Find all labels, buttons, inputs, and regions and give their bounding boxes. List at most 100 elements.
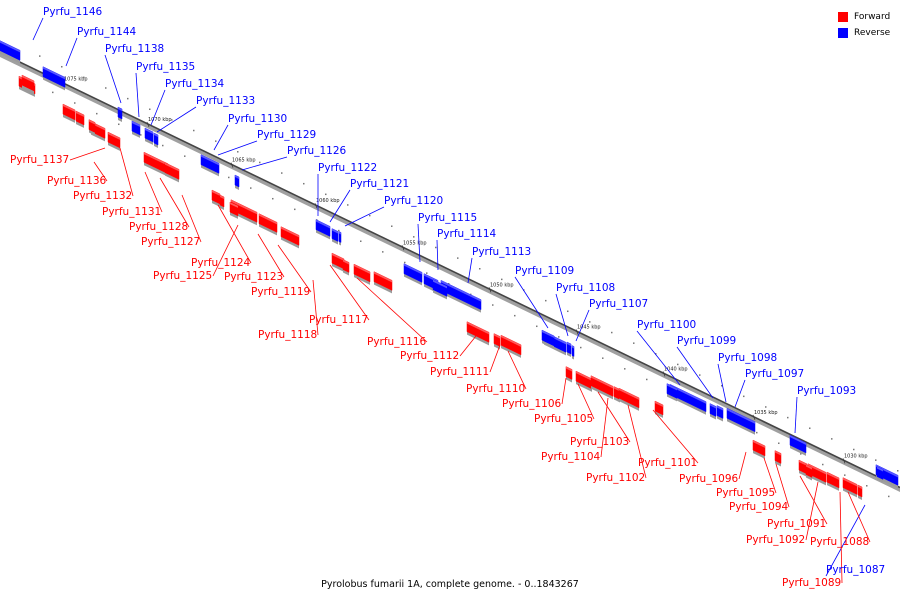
pyrfu_1096-shadow	[753, 450, 765, 459]
pyrfu_1144-leader	[65, 37, 78, 67]
tick-label: 1040 kbp	[664, 366, 688, 372]
track-dot	[536, 325, 538, 328]
genome-caption: Pyrolobus fumarii 1A, complete genome. -…	[321, 579, 579, 590]
pyrfu_1132-label: Pyrfu_1132	[73, 190, 132, 202]
pyrfu_1138-block	[117, 106, 123, 120]
pyrfu_1133-leader	[156, 106, 197, 133]
pyrfu_1098-leader	[717, 363, 727, 403]
track-dot	[369, 214, 371, 217]
track-dot	[250, 187, 252, 189]
pyrfu_1103-shadow	[591, 385, 613, 400]
gene-extra-shadow	[354, 274, 370, 285]
track-dot	[646, 378, 648, 381]
pyrfu_1137-shadow	[19, 86, 35, 97]
track-dot	[479, 268, 481, 270]
pyrfu_1091-label: Pyrfu_1091	[767, 518, 826, 530]
pyrfu_1094-shadow	[799, 470, 807, 477]
gene-extra-block	[75, 110, 85, 126]
pyrfu_1106-shadow	[566, 376, 572, 383]
pyrfu_1125-shadow	[220, 205, 224, 210]
pyrfu_1088-shadow	[843, 487, 857, 498]
track-dot	[633, 342, 635, 344]
pyrfu_1131-block	[107, 131, 121, 149]
pyrfu_1129-label: Pyrfu_1129	[257, 129, 316, 141]
pyrfu_1127-block	[164, 162, 180, 180]
pyrfu_1119-shadow	[259, 223, 277, 236]
track-dot	[382, 251, 384, 253]
pyrfu_1135-leader	[135, 72, 140, 118]
track-dot	[602, 357, 604, 359]
track-dot	[866, 485, 868, 487]
pyrfu_1146-shadow	[0, 50, 20, 64]
track-dot	[228, 176, 230, 179]
pyrfu_1092-shadow	[827, 482, 839, 491]
pyrfu_1098-label: Pyrfu_1098	[718, 352, 777, 364]
track-dot	[360, 240, 362, 242]
pyrfu_1117-leader	[329, 264, 370, 321]
pyrfu_1089-shadow	[858, 495, 862, 500]
pyrfu_1133-block	[153, 132, 159, 146]
pyrfu_1109-leader	[514, 276, 549, 329]
pyrfu_1087-label: Pyrfu_1087	[826, 564, 885, 576]
pyrfu_1103-block	[590, 375, 614, 397]
pyrfu_1132-leader	[119, 147, 134, 197]
track-dot	[787, 416, 789, 419]
pyrfu_1095-shadow	[775, 460, 781, 467]
pyrfu_1129-leader	[217, 140, 258, 156]
track-dot	[831, 438, 833, 440]
pyrfu_1110-leader	[507, 350, 527, 390]
pyrfu_1111-leader	[489, 344, 501, 373]
pyrfu_1124-leader	[217, 204, 252, 264]
track-dot	[413, 236, 415, 238]
pyrfu_1101-shadow	[655, 411, 663, 418]
track-dot	[61, 65, 63, 68]
track-dot	[875, 459, 877, 461]
pyrfu_1096-leader	[738, 451, 747, 480]
pyrfu_1106-label: Pyrfu_1106	[502, 398, 562, 410]
pyrfu_1088-block	[842, 477, 858, 495]
pyrfu_1115-shadow	[404, 273, 422, 286]
pyrfu_1108-shadow	[567, 352, 571, 357]
pyrfu_1118-leader	[312, 279, 319, 336]
track-dot	[272, 197, 274, 200]
pyrfu_1116-leader	[356, 277, 428, 343]
gene-extra-block	[280, 226, 300, 246]
pyrfu_1126-label: Pyrfu_1126	[287, 145, 347, 157]
pyrfu_1136-leader	[93, 161, 108, 182]
track-dot	[338, 229, 340, 232]
tick-label: 1075 kbp	[64, 76, 88, 82]
track-dot	[743, 395, 745, 398]
track-dot	[514, 314, 516, 317]
pyrfu_1101-label: Pyrfu_1101	[638, 457, 697, 469]
pyrfu_1127-label: Pyrfu_1127	[141, 236, 200, 248]
gene-extra-block	[541, 329, 555, 347]
pyrfu_1101-block	[654, 400, 664, 416]
tick-mark	[314, 203, 318, 209]
pyrfu_1101-leader	[652, 409, 699, 464]
track-dot	[545, 299, 547, 302]
track-dot	[149, 108, 151, 111]
pyrfu_1114-leader	[436, 239, 439, 271]
pyrfu_1119-leader	[277, 244, 312, 293]
pyrfu_1096-block	[752, 439, 766, 457]
gene-extra-shadow	[281, 236, 299, 249]
pyrfu_1112-leader	[459, 335, 477, 357]
track-dot	[193, 129, 195, 132]
pyrfu_1136-shadow	[63, 114, 75, 123]
track-dot	[853, 448, 855, 451]
tick-label: 1050 kbp	[490, 282, 514, 288]
pyrfu_1110-shadow	[501, 345, 521, 358]
pyrfu_1137-label: Pyrfu_1137	[10, 154, 69, 166]
pyrfu_1113-leader	[467, 257, 473, 284]
pyrfu_1114-label: Pyrfu_1114	[437, 228, 497, 240]
pyrfu_1117-shadow	[332, 263, 344, 272]
gene-extra-shadow	[806, 474, 812, 481]
track-dot	[800, 453, 802, 455]
pyrfu_1122-block	[315, 219, 331, 237]
track-dot	[426, 272, 428, 274]
tick-label: 1055 kbp	[403, 240, 427, 246]
track-dot	[281, 172, 283, 174]
track-dot	[118, 123, 120, 126]
pyrfu_1098-block	[726, 407, 756, 433]
track-dot	[83, 76, 85, 79]
